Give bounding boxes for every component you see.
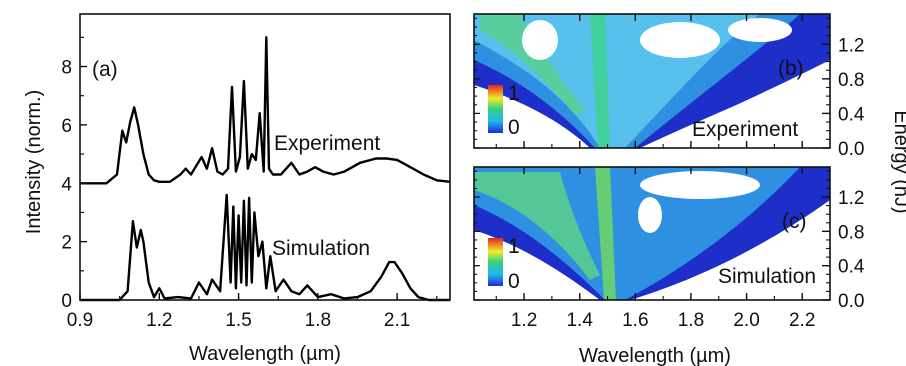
experiment-series-label: Experiment <box>274 132 380 155</box>
right-y-axis-label: Energy (nJ) <box>890 110 906 213</box>
panel-c-ticks: 1.2 1.4 1.6 1.8 2.0 2.2 0.0 0.4 0.8 1.2 <box>474 167 865 331</box>
y-tick-label: 0.8 <box>838 222 864 243</box>
panel-c-white-left <box>474 235 600 300</box>
panel-a-frame <box>79 13 451 301</box>
y-tick-label: 0 <box>61 291 72 312</box>
panel-c-white-right <box>632 205 830 300</box>
panel-b-green-streak <box>480 14 585 115</box>
y-tick-label: 0.0 <box>838 291 864 312</box>
panel-b-frame <box>473 13 831 149</box>
panel-c-white-lobe-2 <box>638 197 662 233</box>
x-tick-label: 1.8 <box>305 310 331 331</box>
panel-c-colorbar-min: 0 <box>508 270 520 293</box>
panel-c-center-streak <box>595 167 616 300</box>
panel-b-white-lobe-2 <box>728 18 792 42</box>
x-tick-label: 1.2 <box>146 310 172 331</box>
panel-c-frame <box>473 166 831 301</box>
y-tick-label: 0.0 <box>838 139 864 160</box>
x-tick-label: 1.6 <box>622 310 648 331</box>
y-tick-label: 8 <box>61 58 72 79</box>
x-tick-label: 1.2 <box>511 310 537 331</box>
panel-a-label: (a) <box>92 58 118 81</box>
panel-c-annotation: Simulation <box>718 265 816 288</box>
x-tick-label: 1.5 <box>225 310 251 331</box>
panel-b-white-right <box>640 65 830 148</box>
simulation-series-label: Simulation <box>272 237 370 260</box>
y-tick-label: 0.4 <box>838 104 865 125</box>
panel-b-ticks: 0.0 0.4 0.8 1.2 <box>474 14 865 160</box>
y-tick-label: 4 <box>61 174 72 195</box>
panel-a-spectra: 0.9 1.2 1.5 1.8 2.1 0 2 4 6 8 (a) Experiment Simu… <box>23 13 451 365</box>
panel-b-colorbar-max: 1 <box>508 82 520 105</box>
panel-c-green-streak <box>474 172 600 280</box>
left-x-axis-label: Wavelength (µm) <box>189 343 341 365</box>
series-line-simulation <box>80 193 450 302</box>
series-line-experiment <box>80 36 451 185</box>
x-tick-label: 1.8 <box>678 310 704 331</box>
x-tick-label: 0.9 <box>67 310 93 331</box>
y-tick-label: 1.2 <box>838 188 864 209</box>
panel-b-label: (b) <box>778 57 804 80</box>
panel-b-colorbar-min: 0 <box>508 116 520 139</box>
panel-c-label: (c) <box>782 210 807 233</box>
panel-a-ticks: 0.9 1.2 1.5 1.8 2.1 0 2 4 6 8 <box>61 36 438 331</box>
panel-b-center-streak <box>590 14 610 148</box>
panel-c-colorbar-max: 1 <box>508 235 520 258</box>
panel-b-white-lobe <box>640 22 720 58</box>
panel-b-map <box>474 14 830 148</box>
panel-c-map <box>474 167 830 300</box>
left-y-axis-label: Intensity (norm.) <box>23 90 45 234</box>
x-tick-label: 2.2 <box>789 310 815 331</box>
panel-a-series-lines <box>80 36 451 302</box>
panel-c-colorbar <box>488 238 503 286</box>
right-x-axis-label: Wavelength (µm) <box>579 345 731 366</box>
x-tick-label: 2.1 <box>384 310 410 331</box>
x-tick-label: 2.0 <box>733 310 759 331</box>
panel-c-white-lobe <box>640 171 760 199</box>
panel-b-white-lobe-3 <box>522 20 558 60</box>
panel-b-heatmap: 1 0 (b) Experiment 0.0 0.4 0.8 1.2 <box>473 13 865 160</box>
y-tick-label: 1.2 <box>838 35 864 56</box>
y-tick-label: 0.8 <box>838 70 864 91</box>
panel-b-annotation: Experiment <box>692 118 798 141</box>
y-tick-label: 0.4 <box>838 257 865 278</box>
y-tick-label: 2 <box>61 233 72 254</box>
panel-b-colorbar <box>488 85 503 133</box>
panel-c-heatmap: 1 0 (c) Simulation 1.2 1.4 1.6 1.8 2.0 2.2 0.0… <box>473 110 906 366</box>
y-tick-label: 6 <box>61 116 72 137</box>
x-tick-label: 1.4 <box>566 310 593 331</box>
